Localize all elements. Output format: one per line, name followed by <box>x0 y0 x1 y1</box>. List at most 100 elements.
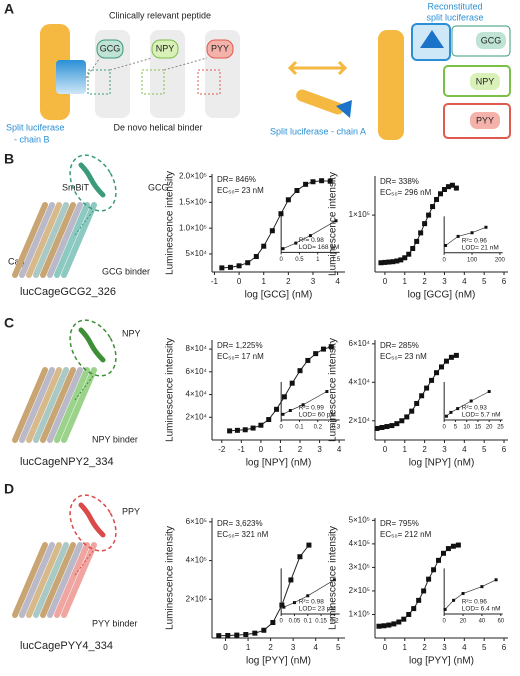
peptide-label: PPY <box>122 506 140 516</box>
point <box>410 246 416 252</box>
point <box>401 616 407 622</box>
point <box>422 221 428 227</box>
inset-x-tick-label: 0.1 <box>295 425 304 431</box>
x-tick-label: 3 <box>442 643 447 652</box>
helix <box>40 202 76 278</box>
helix <box>40 542 76 618</box>
inset-x-tick-label: 0 <box>279 619 283 625</box>
point <box>261 627 267 633</box>
binder-slot <box>197 69 221 95</box>
inset-point <box>487 390 491 393</box>
point <box>253 254 259 260</box>
inset-x-tick-label: 0.2 <box>314 425 323 431</box>
point <box>416 597 422 603</box>
x-axis-label: log [GCG] (nM) <box>245 290 313 301</box>
peptide-halo <box>69 319 117 377</box>
x-tick-label: 6 <box>502 445 507 454</box>
x-tick-label: 0 <box>383 277 388 286</box>
inset-x-tick-label: 10 <box>463 425 470 431</box>
inset-point <box>461 591 465 595</box>
inset-annotation: LOD= 5.7 nM <box>462 412 501 419</box>
point <box>376 623 382 629</box>
x-tick-label: 2 <box>286 277 291 286</box>
helix <box>47 542 83 618</box>
point <box>453 185 459 191</box>
y-axis-label: Luminescence intensity <box>328 338 339 442</box>
annotation: DR= 846% <box>217 175 256 184</box>
tag-label: NPY <box>156 43 175 53</box>
construct-name: lucCageGCG2_326 <box>20 286 116 298</box>
inset-x-tick-label: 100 <box>467 257 478 263</box>
point <box>421 588 427 594</box>
peptide-halo <box>69 494 117 552</box>
point <box>379 425 385 430</box>
point <box>396 619 402 625</box>
helix <box>33 367 69 443</box>
tag-label: GCG <box>100 43 121 53</box>
y-tick-label: 4×10⁴ <box>186 390 208 399</box>
x-tick-label: -1 <box>211 277 219 286</box>
inset-x-tick-label: 60 <box>497 619 504 625</box>
y-axis-label: Luminescence intensity <box>165 171 176 275</box>
point <box>313 351 319 357</box>
point <box>398 257 404 263</box>
inset-x-tick-label: 0.3 <box>332 425 341 431</box>
point <box>450 543 456 549</box>
inset-point <box>325 390 329 393</box>
annotation: DR= 285% <box>380 341 419 350</box>
x-tick-label: 3 <box>442 445 447 454</box>
inset-point <box>456 234 460 238</box>
point <box>236 263 242 269</box>
inset-annotation: R²= 0.96 <box>462 599 487 606</box>
x-tick-label: 5 <box>482 277 487 286</box>
point <box>419 393 425 399</box>
point <box>281 394 287 400</box>
annotation: DR= 338% <box>380 177 419 186</box>
point <box>243 632 249 638</box>
inset-annotation: R²= 0.96 <box>462 238 487 245</box>
binder-label: PYY binder <box>92 618 137 628</box>
tag-label: PYY <box>211 43 229 53</box>
helix <box>12 542 48 618</box>
helix <box>54 367 90 443</box>
x-axis-label: log [GCG] (nM) <box>408 290 476 301</box>
binder-slot <box>87 69 111 95</box>
point <box>227 428 233 434</box>
inset-x-tick-label: 200 <box>495 257 506 263</box>
inset-point <box>444 414 448 418</box>
binder-label: NPY binder <box>92 434 138 444</box>
inset-point <box>480 585 484 589</box>
point <box>219 265 225 271</box>
point <box>242 427 248 433</box>
point <box>414 400 420 406</box>
x-tick-label: 0 <box>259 445 264 454</box>
inset-x-tick-label: 0 <box>279 425 283 431</box>
point <box>391 621 397 627</box>
inset-x-tick-label: 0 <box>442 257 446 263</box>
inset-annotation: LOD= 168 pM <box>299 244 340 251</box>
inset-x-tick-label: 0.15 <box>315 619 327 625</box>
inset-point <box>443 607 447 611</box>
point <box>306 542 312 548</box>
x-tick-label: 2 <box>422 445 427 454</box>
point <box>381 623 387 629</box>
point <box>431 567 437 573</box>
x-tick-label: -1 <box>238 445 246 454</box>
inset-point <box>301 403 305 407</box>
chain-b <box>56 60 86 94</box>
cage <box>378 30 404 140</box>
point <box>261 243 267 249</box>
point <box>438 191 444 197</box>
helix <box>26 202 62 278</box>
point <box>440 550 446 556</box>
helix <box>61 202 97 278</box>
point <box>404 414 410 420</box>
y-tick-label: 2×10⁴ <box>186 412 208 421</box>
binder-slot <box>141 69 165 95</box>
x-axis-label: log [PYY] (nM) <box>409 656 474 667</box>
x-tick-label: 6 <box>502 643 507 652</box>
point <box>234 632 240 638</box>
inset-fit <box>282 391 328 415</box>
panel-a: A Clinically relevant peptide GCG NPY PY… <box>4 1 511 144</box>
panel-label: D <box>4 481 14 497</box>
